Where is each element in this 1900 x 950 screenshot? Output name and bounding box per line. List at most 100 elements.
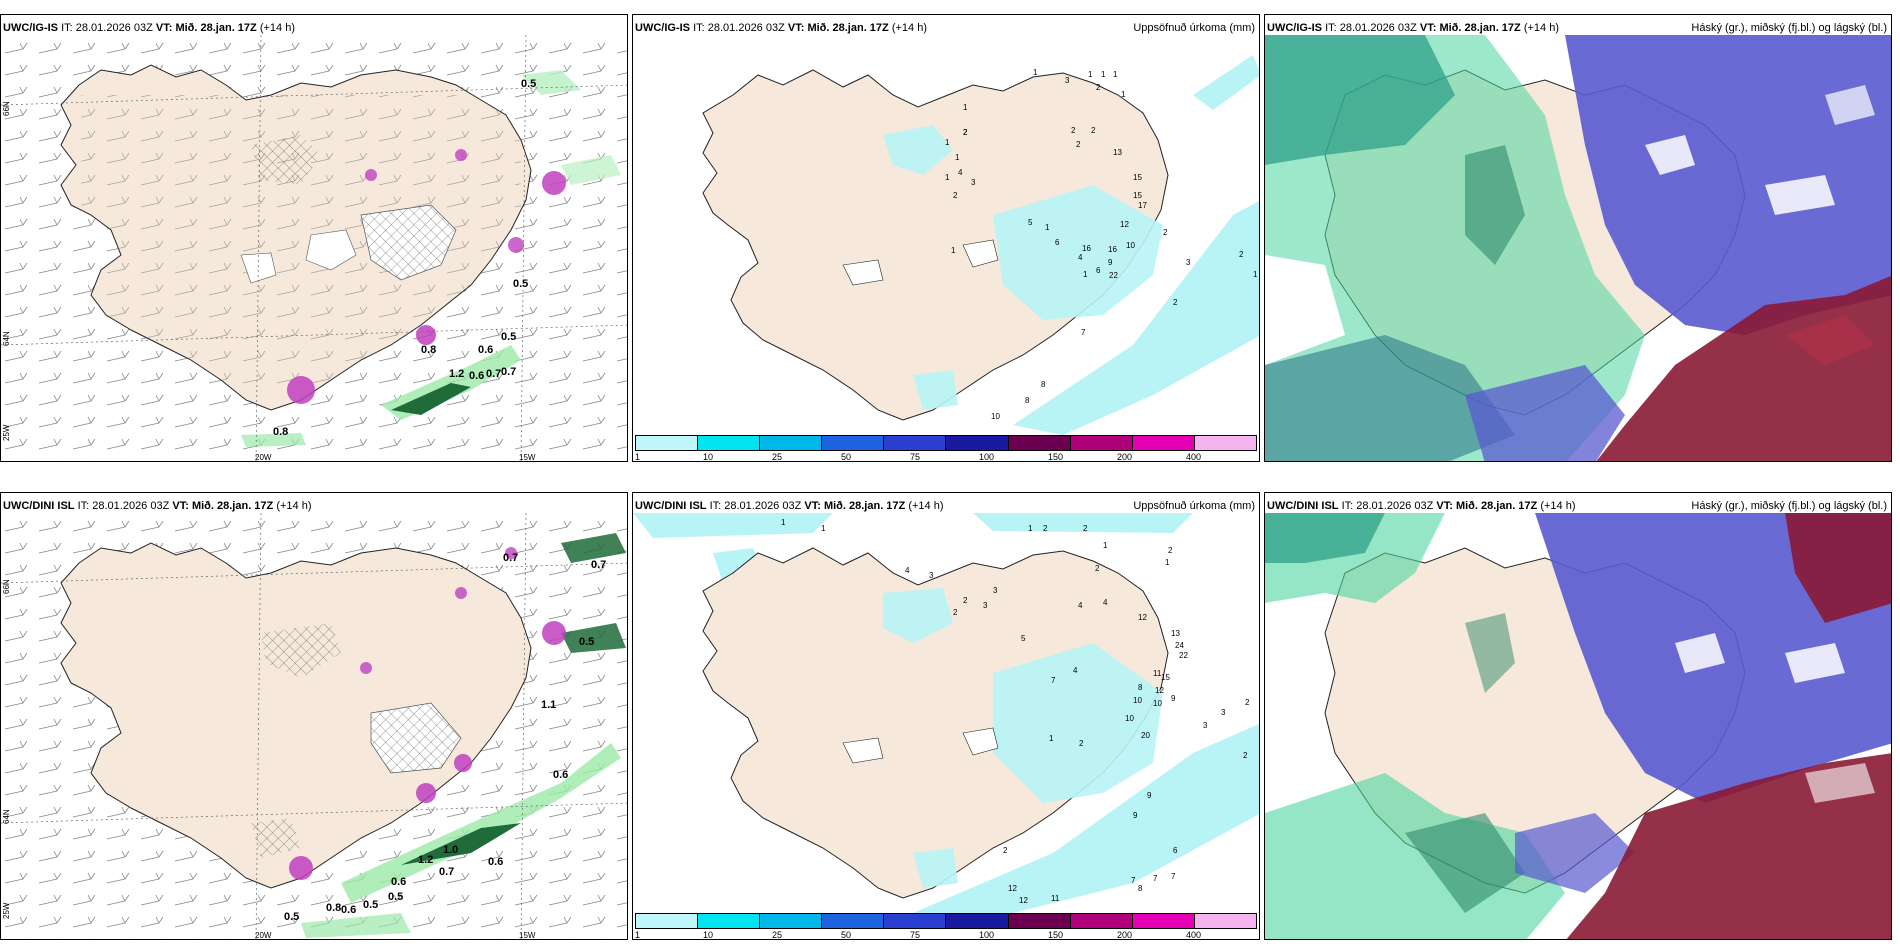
panel-header: UWC/DINI ISL IT: 28.01.2026 03Z VT: Mið.… [1267, 500, 1576, 512]
svg-text:8: 8 [1138, 683, 1143, 692]
svg-text:2: 2 [1043, 524, 1048, 533]
svg-text:2: 2 [1095, 564, 1100, 573]
lat-label: 64N [2, 809, 11, 824]
precip-value: 2 [1163, 228, 1168, 237]
svg-text:5: 5 [1021, 634, 1026, 643]
precip-value: 9 [1108, 258, 1113, 267]
svg-text:10: 10 [1153, 699, 1162, 708]
colorbar [635, 435, 1257, 451]
cloud-map [1265, 513, 1891, 939]
colorbar-label: 200 [1117, 452, 1133, 462]
colorbar [635, 913, 1257, 929]
svg-text:9: 9 [1147, 791, 1152, 800]
precip-value: 6 [1055, 238, 1060, 247]
svg-text:2: 2 [1243, 751, 1248, 760]
colorbar-segment [760, 436, 823, 450]
svg-text:2: 2 [1083, 524, 1088, 533]
colorbar-label: 1 [635, 452, 641, 462]
panel-title: Uppsöfnuð úrkoma (mm) [1133, 22, 1255, 34]
precip-value: 7 [1081, 328, 1086, 337]
precip-value: 15 [1133, 191, 1142, 200]
value-label: 1.0 [443, 844, 458, 856]
precip-value: 16 [1108, 245, 1117, 254]
value-label: 0.6 [478, 344, 493, 356]
svg-text:20: 20 [1141, 731, 1150, 740]
precip-value: 3 [1065, 76, 1070, 85]
precip-value: 10 [991, 412, 1000, 421]
precip-value: 1 [951, 246, 956, 255]
precip-value: 8 [1025, 396, 1030, 405]
colorbar-segment [822, 436, 885, 450]
precip-value: 3 [1186, 258, 1191, 267]
colorbar-label: 150 [1048, 452, 1064, 462]
colorbar-segment [1070, 914, 1133, 928]
svg-text:2: 2 [953, 608, 958, 617]
svg-text:1: 1 [781, 518, 786, 527]
precip-value: 1 [945, 138, 950, 147]
precip-values: 1 3 1 1 1 1 2 1 2 1 1 2 4 3 1 2 2 2 2 13… [945, 68, 1258, 421]
svg-text:3: 3 [983, 601, 988, 610]
value-label: 0.5 [513, 278, 528, 290]
svg-text:4: 4 [905, 566, 910, 575]
colorbar-segment [760, 914, 823, 928]
precip-value: 4 [958, 168, 963, 177]
panel-header: UWC/IG-IS IT: 28.01.2026 03Z VT: Mið. 28… [635, 22, 927, 34]
value-label: 0.5 [521, 78, 536, 90]
value-label: 0.6 [488, 856, 503, 868]
value-label: 0.6 [391, 876, 406, 888]
value-label: 0.6 [469, 370, 484, 382]
precip-value: 1 [1033, 68, 1038, 77]
panel-dini-isl-wind: UWC/DINI ISL IT: 28.01.2026 03Z VT: Mið.… [0, 492, 628, 940]
colorbar-segment [698, 436, 761, 450]
precip-value: 1 [945, 173, 950, 182]
panel-title: Háský (gr.), miðský (fj.bl.) og lágský (… [1691, 22, 1887, 34]
colorbar-segment [698, 914, 761, 928]
svg-text:1: 1 [1103, 541, 1108, 550]
colorbar-label: 150 [1048, 930, 1064, 940]
colorbar-label: 75 [910, 452, 921, 462]
value-label: 0.7 [486, 368, 501, 380]
svg-text:9: 9 [1171, 694, 1176, 703]
value-label: 0.5 [579, 636, 594, 648]
precip-value: 1 [1101, 70, 1106, 79]
precip-value: 1 [1045, 223, 1050, 232]
svg-text:3: 3 [1221, 708, 1226, 717]
svg-text:3: 3 [993, 586, 998, 595]
value-label: 0.8 [273, 426, 288, 438]
panel-dini-isl-clouds: UWC/DINI ISL IT: 28.01.2026 03Z VT: Mið.… [1264, 492, 1892, 940]
svg-text:7: 7 [1153, 874, 1158, 883]
lat-label: 64N [2, 331, 11, 346]
precip-value: 3 [971, 178, 976, 187]
colorbar-label: 10 [703, 452, 714, 462]
lat-label: 66N [2, 579, 11, 594]
colorbar-segment [884, 914, 947, 928]
svg-text:8: 8 [1138, 884, 1143, 893]
colorbar-label: 100 [979, 930, 995, 940]
panel-title: Uppsöfnuð úrkoma (mm) [1133, 500, 1255, 512]
precip-value: 1 [955, 153, 960, 162]
panel-title: Háský (gr.), miðský (fj.bl.) og lágský (… [1691, 500, 1887, 512]
precip-value: 1 [1113, 70, 1118, 79]
svg-text:11: 11 [1153, 669, 1162, 678]
colorbar-segment [636, 436, 699, 450]
lat-label: 66N [2, 101, 11, 116]
wind-map: 0.5 0.5 0.5 0.8 0.6 0.7 1.2 0.6 0.7 0.8 … [1, 34, 627, 461]
svg-text:2: 2 [963, 596, 968, 605]
colorbar-label: 75 [910, 930, 921, 940]
colorbar-segment [636, 914, 699, 928]
svg-text:2: 2 [1168, 546, 1173, 555]
colorbar-label: 200 [1117, 930, 1133, 940]
lon-label: 25W [2, 424, 11, 441]
precip-value: 2 [1239, 250, 1244, 259]
precip-value: 1 [1088, 70, 1093, 79]
colorbar-label: 50 [841, 452, 852, 462]
precip-value: 2 [1076, 140, 1081, 149]
svg-text:12: 12 [1008, 884, 1017, 893]
precip-value: 15 [1133, 173, 1142, 182]
svg-text:2: 2 [1245, 698, 1250, 707]
precip-value: 1 [1121, 90, 1126, 99]
precip-value: 6 [1096, 266, 1101, 275]
value-label: 0.6 [553, 769, 568, 781]
value-label: 0.5 [284, 911, 299, 923]
precip-value: 2 [963, 128, 968, 137]
